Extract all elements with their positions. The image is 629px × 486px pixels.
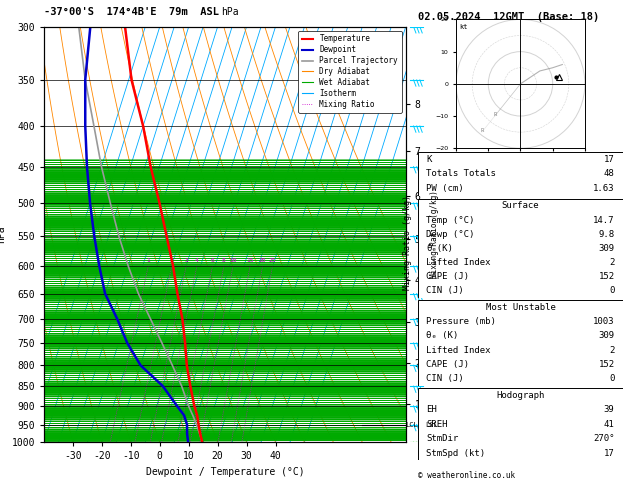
Text: Most Unstable: Most Unstable xyxy=(486,303,555,312)
Text: R: R xyxy=(480,128,484,133)
Text: 2: 2 xyxy=(609,346,615,355)
Text: CIN (J): CIN (J) xyxy=(426,374,464,383)
Text: EH: EH xyxy=(426,405,437,415)
FancyBboxPatch shape xyxy=(418,388,623,460)
Text: -37°00'S  174°4B'E  79m  ASL: -37°00'S 174°4B'E 79m ASL xyxy=(44,7,219,17)
Y-axis label: hPa: hPa xyxy=(0,226,6,243)
Text: K: K xyxy=(426,155,432,164)
Text: 2: 2 xyxy=(609,258,615,267)
X-axis label: Dewpoint / Temperature (°C): Dewpoint / Temperature (°C) xyxy=(145,467,304,477)
Text: LCL: LCL xyxy=(425,421,438,428)
Y-axis label: km
ASL: km ASL xyxy=(433,235,448,254)
Text: SREH: SREH xyxy=(426,420,448,429)
Text: 1.63: 1.63 xyxy=(593,184,615,193)
Text: 20: 20 xyxy=(259,258,266,263)
Text: Pressure (mb): Pressure (mb) xyxy=(426,317,496,326)
Text: kt: kt xyxy=(459,24,468,30)
Text: 0: 0 xyxy=(609,374,615,383)
Text: 17: 17 xyxy=(604,449,615,457)
FancyBboxPatch shape xyxy=(418,199,623,298)
Text: LCL: LCL xyxy=(406,421,418,428)
FancyBboxPatch shape xyxy=(418,152,623,196)
FancyBboxPatch shape xyxy=(418,300,623,386)
Text: StmSpd (kt): StmSpd (kt) xyxy=(426,449,486,457)
Text: hPa: hPa xyxy=(221,7,239,17)
Text: 48: 48 xyxy=(604,170,615,178)
Text: 3: 3 xyxy=(184,258,188,263)
Text: 6: 6 xyxy=(211,258,214,263)
Text: CAPE (J): CAPE (J) xyxy=(426,360,469,369)
Text: 17: 17 xyxy=(604,155,615,164)
Text: 02.05.2024  12GMT  (Base: 18): 02.05.2024 12GMT (Base: 18) xyxy=(418,12,599,22)
Text: Mixing Ratio (g/kg): Mixing Ratio (g/kg) xyxy=(430,191,438,278)
Text: Mixing Ratio (g/kg): Mixing Ratio (g/kg) xyxy=(403,195,412,291)
Text: 25: 25 xyxy=(269,258,276,263)
Text: Totals Totals: Totals Totals xyxy=(426,170,496,178)
Text: 309: 309 xyxy=(598,331,615,341)
Text: 9.8: 9.8 xyxy=(598,230,615,239)
Text: CIN (J): CIN (J) xyxy=(426,286,464,295)
Text: 39: 39 xyxy=(604,405,615,415)
Text: 152: 152 xyxy=(598,272,615,281)
Text: Surface: Surface xyxy=(502,201,539,210)
Text: 1: 1 xyxy=(147,258,150,263)
Text: 8: 8 xyxy=(222,258,226,263)
Text: 15: 15 xyxy=(247,258,254,263)
Text: 10: 10 xyxy=(229,258,237,263)
Text: StmDir: StmDir xyxy=(426,434,459,443)
Text: 309: 309 xyxy=(598,244,615,253)
Text: Hodograph: Hodograph xyxy=(496,391,545,400)
Text: PW (cm): PW (cm) xyxy=(426,184,464,193)
Text: 4: 4 xyxy=(195,258,199,263)
Text: 1003: 1003 xyxy=(593,317,615,326)
Text: Lifted Index: Lifted Index xyxy=(426,346,491,355)
Text: θₑ (K): θₑ (K) xyxy=(426,331,459,341)
Text: © weatheronline.co.uk: © weatheronline.co.uk xyxy=(418,471,515,480)
Text: 0: 0 xyxy=(609,286,615,295)
Text: 152: 152 xyxy=(598,360,615,369)
Text: 41: 41 xyxy=(604,420,615,429)
Legend: Temperature, Dewpoint, Parcel Trajectory, Dry Adiabat, Wet Adiabat, Isotherm, Mi: Temperature, Dewpoint, Parcel Trajectory… xyxy=(298,31,402,113)
Text: R: R xyxy=(493,112,496,117)
Text: Temp (°C): Temp (°C) xyxy=(426,215,475,225)
Text: 2: 2 xyxy=(170,258,174,263)
Text: 14.7: 14.7 xyxy=(593,215,615,225)
Text: Dewp (°C): Dewp (°C) xyxy=(426,230,475,239)
Text: CAPE (J): CAPE (J) xyxy=(426,272,469,281)
Text: θₑ(K): θₑ(K) xyxy=(426,244,454,253)
Text: Lifted Index: Lifted Index xyxy=(426,258,491,267)
Text: 270°: 270° xyxy=(593,434,615,443)
